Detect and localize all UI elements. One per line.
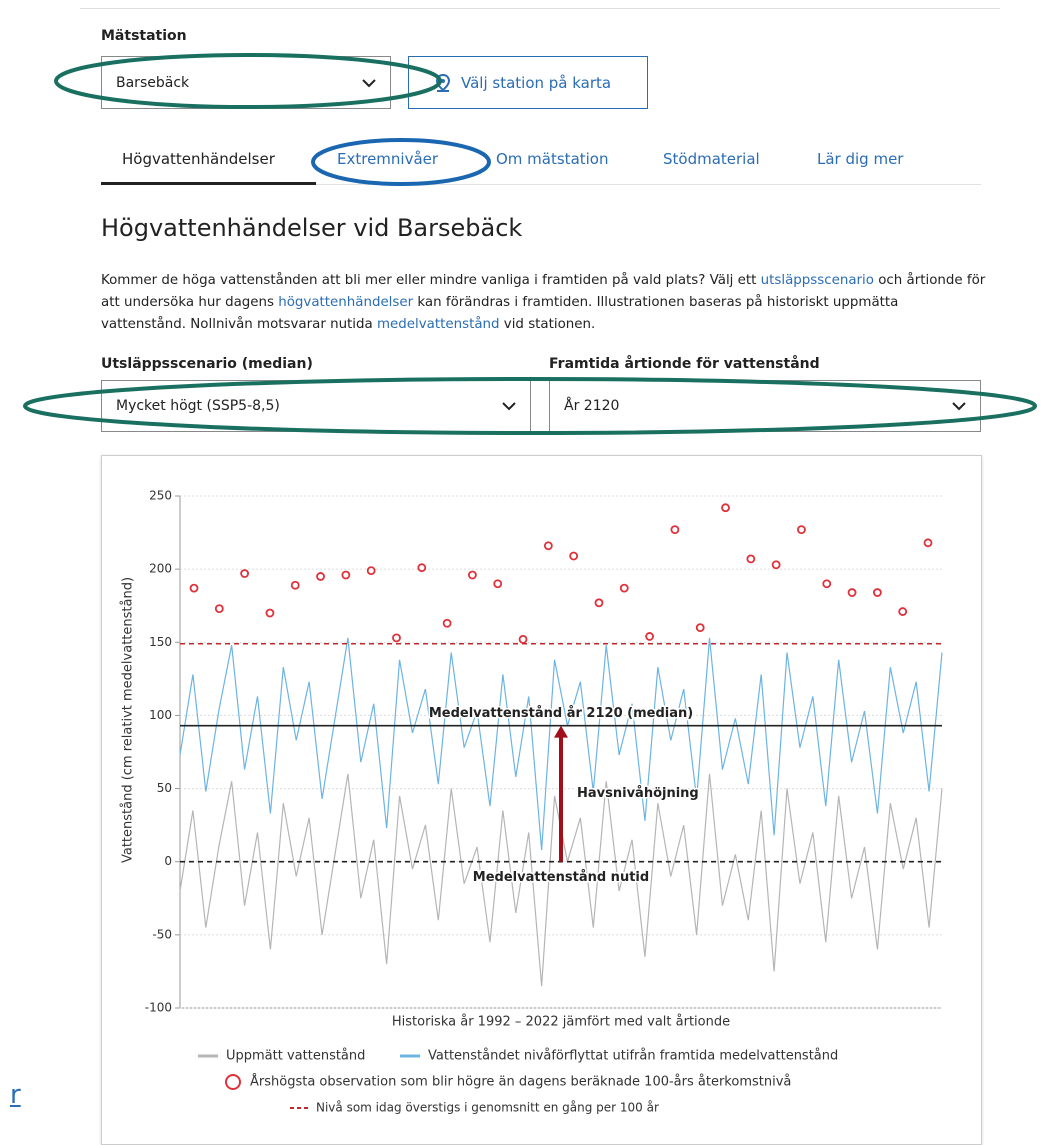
legend-label: Nivå som idag överstigs i genomsnitt en … <box>316 1101 659 1115</box>
intro-paragraph: Kommer de höga vattenstånden att bli mer… <box>101 270 986 336</box>
annual-max-point <box>822 579 832 589</box>
annual-max-point <box>569 551 579 561</box>
y-tick-label: 150 <box>149 635 172 649</box>
map-button-text: Välj station på karta <box>461 73 612 92</box>
chevron <box>502 402 516 411</box>
annual-max-point <box>240 569 250 578</box>
y-tick-label: -50 <box>152 927 172 941</box>
top-border <box>80 8 1000 9</box>
rise-arrow-head <box>554 725 568 738</box>
legend-label: Uppmätt vattenstånd <box>226 1049 365 1064</box>
annual-max-point <box>594 598 604 608</box>
annual-max-point <box>265 608 275 618</box>
annual-max-point <box>341 570 351 580</box>
y-tick-label: 250 <box>149 489 172 503</box>
annual-max-point <box>645 632 654 641</box>
text: Kommer de höga vattenstånden att bli mer… <box>101 273 761 288</box>
link[interactable]: högvattenhändelser <box>278 295 414 310</box>
station-select[interactable]: Barsebäck <box>101 56 391 109</box>
decade-label: Framtida årtionde för vattenstånd <box>549 356 820 372</box>
legend-label: Vattenståndet nivåförflyttat utifrån fra… <box>428 1049 838 1064</box>
y-tick-label: -100 <box>145 1001 172 1015</box>
tab-underline <box>101 182 316 185</box>
tab[interactable]: Högvattenhändelser <box>122 150 275 168</box>
annual-max-point <box>189 583 199 593</box>
annual-max-point <box>721 503 730 513</box>
scenario-select[interactable]: Mycket högt (SSP5-8,5) <box>101 380 531 432</box>
annual-max-point <box>417 563 427 573</box>
annual-max-point <box>290 580 300 590</box>
decade-value: År 2120 <box>564 398 620 414</box>
annual-max-point <box>872 588 882 597</box>
reference-label: Medelvattenstånd år 2120 (median) <box>429 706 693 721</box>
pin-icon <box>435 73 451 92</box>
decade-select[interactable]: År 2120 <box>549 380 981 432</box>
side-link[interactable]: r <box>10 1080 21 1110</box>
chart: -100 -50 0 50 100 150 200 250 Vattenstånd (cm re… <box>121 489 943 1115</box>
annual-max-point <box>847 588 857 597</box>
chevron <box>362 78 376 87</box>
legend-label: Årshögsta observation som blir högre än … <box>250 1074 791 1090</box>
heading: Högvattenhändelser vid Barsebäck <box>101 214 523 242</box>
map-button[interactable]: Välj station på karta <box>408 56 648 109</box>
scenario-label: Utsläppsscenario (median) <box>101 356 313 372</box>
y-axis-label: Vattenstånd (cm relativt medelvattenstån… <box>121 577 136 863</box>
annual-max-point <box>493 579 503 589</box>
annual-max-point <box>923 538 933 548</box>
chevron <box>952 402 966 411</box>
text: vid stationen. <box>499 317 596 332</box>
station-label: Mätstation <box>101 28 187 44</box>
y-tick-label: 50 <box>157 781 172 795</box>
reference-label: Medelvattenstånd nutid <box>473 870 649 885</box>
annual-max-point <box>214 604 224 614</box>
annual-max-point <box>619 583 629 593</box>
annual-max-point <box>898 607 908 616</box>
annual-max-point <box>366 566 376 576</box>
annual-max-point <box>771 560 781 570</box>
tab[interactable]: Stödmaterial <box>663 150 760 168</box>
link[interactable]: utsläppsscenario <box>760 273 874 288</box>
y-tick-label: 0 <box>164 854 172 868</box>
y-tick-label: 200 <box>149 562 172 576</box>
annual-max-point <box>392 633 401 643</box>
annual-max-point <box>543 541 553 551</box>
station-value: Barsebäck <box>116 74 190 91</box>
annual-max-point <box>746 554 756 564</box>
text: kan förändras i framtiden. Illustratione… <box>101 295 899 332</box>
x-axis-label: Historiska år 1992 – 2022 jämfört med va… <box>392 1015 730 1030</box>
tab[interactable]: Om mätstation <box>496 150 609 168</box>
annual-max-point <box>695 623 705 633</box>
annotation: Havsnivåhöjning <box>577 786 699 801</box>
annual-max-point <box>518 634 528 644</box>
tab[interactable]: Extremnivåer <box>337 150 439 168</box>
tab[interactable]: Lär dig mer <box>817 150 904 168</box>
annual-max-point <box>797 525 806 535</box>
scenario-value: Mycket högt (SSP5-8,5) <box>116 398 280 414</box>
annual-max-point <box>316 572 325 581</box>
series-line <box>179 637 943 851</box>
annual-max-point <box>468 570 477 580</box>
annual-max-point <box>670 525 680 535</box>
legend-swatch <box>225 1074 241 1090</box>
tab-divider <box>101 184 981 185</box>
text: och årtionde för att undersöka hur dagen… <box>101 273 986 310</box>
link[interactable]: medelvattenstånd <box>377 317 500 332</box>
y-tick-label: 100 <box>149 708 172 722</box>
annual-max-point <box>442 618 452 628</box>
